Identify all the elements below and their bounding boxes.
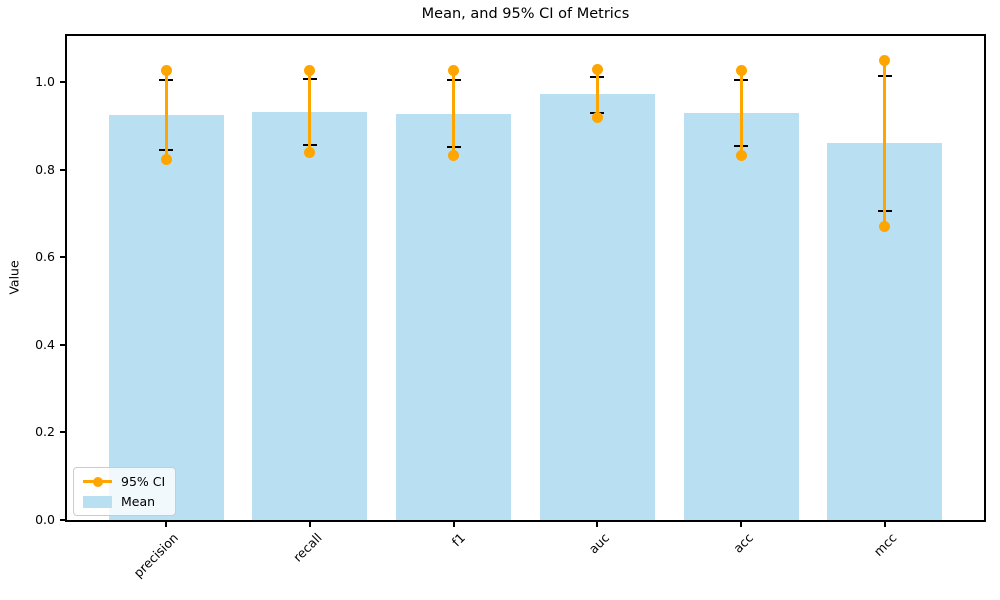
y-tick-mark-0.8 xyxy=(60,168,65,171)
legend-label-0: 95% CI xyxy=(121,474,166,489)
y-tick-mark-1.0 xyxy=(60,80,65,83)
ci-line-acc xyxy=(739,70,743,156)
x-tick-label-recall: recall xyxy=(289,530,325,565)
y-tick-mark-0.6 xyxy=(60,256,65,259)
x-tick-label-precision: precision xyxy=(130,530,181,581)
y-tick-label-0.4: 0.4 xyxy=(35,336,55,352)
x-tick-mark-mcc xyxy=(883,522,886,527)
legend-row-0: 95% CI xyxy=(83,474,165,489)
y-tick-label-0.0: 0.0 xyxy=(35,512,55,527)
bar-f1 xyxy=(396,113,512,520)
x-tick-label-auc: auc xyxy=(585,530,612,557)
x-tick-label-f1: f1 xyxy=(448,530,469,550)
ci-dot-low-recall xyxy=(304,147,316,159)
y-tick-mark-0.2 xyxy=(60,431,65,434)
y-tick-label-0.8: 0.8 xyxy=(35,161,55,177)
legend-label-1: Mean xyxy=(121,494,156,509)
y-tick-mark-0.0 xyxy=(60,519,65,521)
bar-acc xyxy=(683,113,799,520)
ci-line-recall xyxy=(308,70,312,153)
x-tick-mark-precision xyxy=(165,522,168,527)
legend: 95% CI Mean xyxy=(73,467,177,516)
plot-area xyxy=(65,34,986,522)
ci-dot-high-auc xyxy=(591,64,603,76)
ci-dot-low-acc xyxy=(735,149,747,161)
ci-dot-low-f1 xyxy=(448,149,460,161)
legend-ci-line-marker-icon xyxy=(83,475,112,489)
ci-dot-high-mcc xyxy=(879,55,891,67)
ci-line-f1 xyxy=(452,70,456,156)
y-tick-label-0.2: 0.2 xyxy=(35,424,55,440)
ci-dot-low-mcc xyxy=(879,221,891,233)
y-axis-label: Value xyxy=(6,260,22,295)
bar-auc xyxy=(539,94,655,520)
ci-dot-high-recall xyxy=(304,64,316,76)
y-tick-label-1.0: 1.0 xyxy=(35,73,55,89)
ci-dot-high-precision xyxy=(160,64,172,76)
ci-dot-high-acc xyxy=(735,64,747,76)
ci-line-mcc xyxy=(883,60,887,227)
bar-recall xyxy=(252,111,368,520)
y-tick-label-0.6: 0.6 xyxy=(35,249,55,265)
ci-dot-high-f1 xyxy=(448,64,460,76)
chart-title: Mean, and 95% CI of Metrics xyxy=(421,6,630,22)
bar-precision xyxy=(108,115,224,520)
ci-line-auc xyxy=(595,69,599,118)
x-tick-mark-recall xyxy=(308,522,311,527)
x-tick-label-acc: acc xyxy=(729,530,756,556)
ci-line-precision xyxy=(164,70,168,160)
ci-dot-low-precision xyxy=(160,154,172,166)
legend-mean-patch-icon xyxy=(83,495,112,509)
legend-row-1: Mean xyxy=(83,494,165,509)
x-tick-label-mcc: mcc xyxy=(870,530,900,559)
x-tick-mark-acc xyxy=(740,522,743,527)
x-tick-mark-auc xyxy=(596,522,599,527)
ci-dot-low-auc xyxy=(591,112,603,124)
x-tick-mark-f1 xyxy=(452,522,455,527)
y-tick-mark-0.4 xyxy=(60,343,65,346)
